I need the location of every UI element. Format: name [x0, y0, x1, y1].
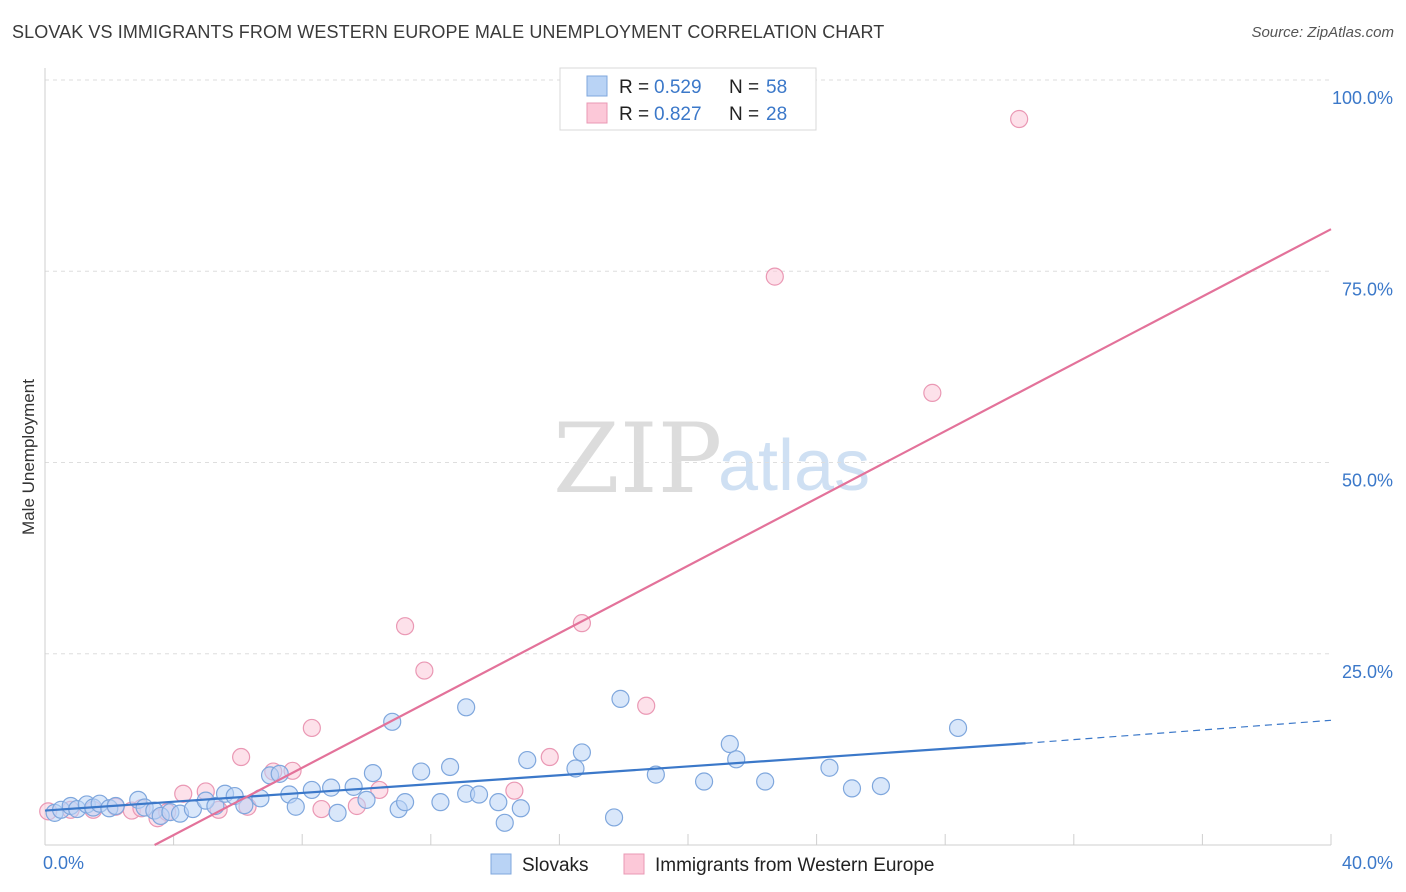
slovak-point-25 [286, 797, 305, 816]
y-tick-labels: 25.0% 50.0% 75.0% 100.0% [1332, 88, 1393, 682]
slovak-point-26 [302, 780, 321, 800]
y-tick-label-0: 25.0% [1342, 662, 1393, 682]
slovak-point-35 [412, 762, 431, 781]
slovak-point-27 [322, 778, 341, 797]
slovak-point-57 [948, 718, 968, 738]
immigrant-point-15 [302, 718, 321, 738]
immigrant-point-22 [540, 747, 559, 767]
slovak-point-28 [328, 803, 347, 822]
legend-r-label-slovaks: R = [619, 77, 649, 98]
bottom-legend-label-immigrants: Immigrants from Western Europe [655, 855, 934, 876]
watermark-zip: ZIP [553, 403, 722, 515]
y-tick-label-2: 75.0% [1342, 279, 1393, 299]
series-slovaks-points [45, 689, 968, 832]
slovak-point-41 [489, 793, 508, 812]
immigrant-point-16 [312, 799, 331, 819]
immigrant-point-24 [637, 696, 656, 715]
immigrant-point-8 [174, 784, 193, 803]
slovak-point-34 [395, 793, 415, 812]
immigrant-point-26 [923, 383, 942, 402]
legend-n-label-slovaks: N = [729, 77, 759, 98]
slovak-point-43 [511, 799, 530, 818]
slovak-point-36 [431, 793, 450, 812]
slovak-point-37 [440, 757, 460, 777]
immigrant-point-19 [395, 617, 415, 636]
bottom-legend-swatch-slovaks [490, 853, 512, 875]
slovak-point-48 [611, 689, 630, 708]
legend-r-value-slovaks: 0.529 [654, 77, 702, 98]
x-tick-labels: 0.0% 40.0% [43, 853, 1393, 873]
immigrant-point-18 [370, 780, 389, 800]
slovak-point-54 [820, 758, 839, 777]
immigrant-point-20 [415, 661, 434, 680]
immigrant-point-27 [1010, 109, 1029, 129]
series-legend: Slovaks Immigrants from Western Europe [490, 853, 934, 876]
legend-swatch-slovaks [586, 75, 608, 97]
bottom-legend-label-slovaks: Slovaks [522, 855, 589, 876]
slovak-point-46 [572, 743, 592, 762]
x-tick-label-1: 40.0% [1342, 853, 1393, 873]
legend-n-value-slovaks: 58 [766, 77, 787, 98]
source-label: Source: ZipAtlas.com [1251, 24, 1394, 41]
slovak-point-31 [363, 763, 383, 783]
x-tick-label-0: 0.0% [43, 853, 84, 873]
legend-r-label-immigrants: R = [619, 104, 649, 125]
slovak-point-51 [720, 734, 739, 754]
legend-r-value-immigrants: 0.827 [654, 104, 702, 125]
slovak-point-49 [646, 765, 665, 784]
immigrant-point-21 [505, 781, 524, 800]
slovak-point-45 [566, 759, 585, 778]
watermark-atlas: atlas [718, 426, 870, 506]
series-immigrants-points [39, 109, 1029, 828]
slovak-point-44 [518, 750, 537, 770]
y-tick-label-3: 100.0% [1332, 88, 1393, 108]
trend-lines [44, 228, 1332, 846]
slovak-point-29 [344, 777, 363, 796]
gridlines [45, 79, 1331, 655]
slovak-point-42 [495, 813, 514, 832]
slovak-point-55 [842, 779, 862, 798]
x-axis-ticks [44, 834, 1332, 845]
trend-line-immigrants [154, 228, 1332, 846]
slovak-point-53 [756, 772, 775, 791]
bottom-legend-swatch-immigrants [623, 853, 645, 875]
slovak-point-52 [727, 750, 746, 769]
legend-n-value-immigrants: 28 [766, 104, 787, 125]
legend-n-label-immigrants: N = [729, 104, 759, 125]
y-axis-label: Male Unemployment [19, 379, 38, 535]
slovak-point-38 [457, 698, 476, 717]
watermark: ZIP atlas [553, 403, 870, 515]
slovak-point-47 [604, 808, 624, 827]
slovak-point-40 [469, 785, 489, 804]
chart-title: SLOVAK VS IMMIGRANTS FROM WESTERN EUROPE… [12, 22, 885, 42]
trend-line-slovaks-extension [1025, 719, 1332, 744]
stats-legend: R = 0.529 N = 58 R = 0.827 N = 28 [559, 67, 817, 131]
slovak-point-30 [357, 790, 376, 809]
trend-line-slovaks [44, 742, 1026, 812]
slovak-point-56 [871, 776, 891, 796]
legend-swatch-immigrants [586, 102, 608, 124]
slovak-point-50 [694, 772, 714, 791]
y-tick-label-1: 50.0% [1342, 471, 1393, 491]
immigrant-point-25 [765, 267, 784, 286]
immigrant-point-11 [232, 747, 251, 767]
